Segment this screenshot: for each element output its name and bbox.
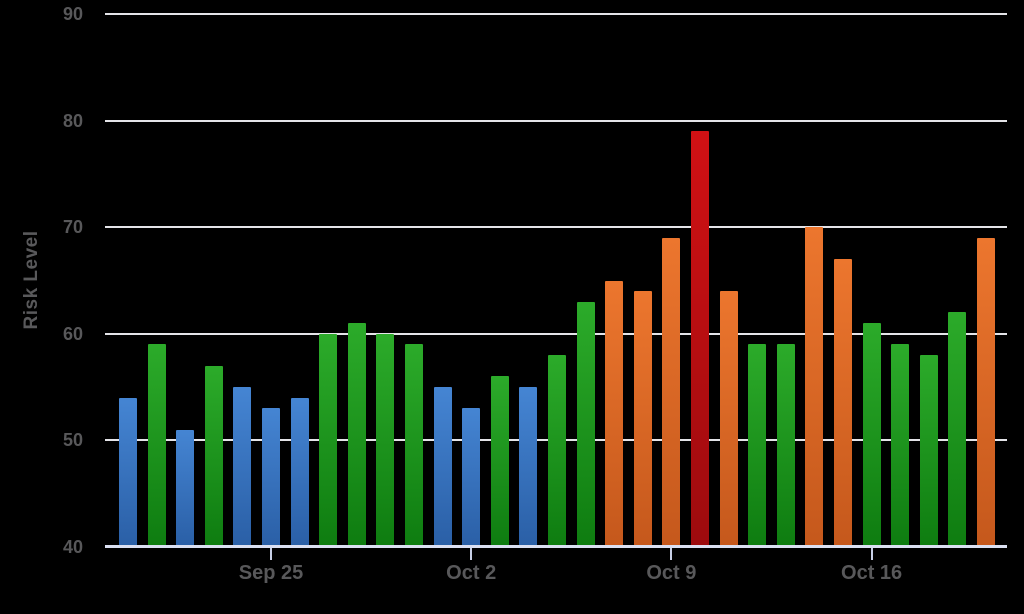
bar-oct-2	[462, 408, 481, 547]
x-axis-tick-oct-16	[870, 548, 873, 560]
x-axis-tick-label-oct-16: Oct 16	[841, 562, 903, 584]
bar-sep-26	[290, 397, 309, 547]
bar-oct-19	[948, 312, 967, 547]
bar-oct-13	[776, 344, 795, 547]
bar-sep-25	[262, 408, 280, 547]
x-axis-tick-oct-9	[670, 548, 673, 560]
y-axis-title: Risk Level	[21, 230, 42, 330]
bar-oct-20	[977, 237, 995, 547]
bar-oct-17	[891, 344, 910, 547]
bar-oct-3	[490, 376, 509, 547]
gridline-70	[105, 226, 1007, 229]
bar-oct-5	[548, 355, 566, 547]
bar-oct-8	[633, 291, 652, 547]
bar-oct-15	[834, 259, 852, 547]
bar-sep-20	[119, 397, 137, 547]
bar-sep-30	[405, 344, 423, 547]
bar-sep-21	[147, 344, 166, 547]
y-axis-tick-label-60: 60	[62, 323, 83, 344]
x-axis-tick-sep-25	[270, 548, 272, 560]
bar-sep-22	[176, 429, 195, 547]
bar-oct-10	[691, 131, 709, 547]
bar-oct-12	[748, 344, 767, 547]
x-axis-tick-label-oct-2: Oct 2	[446, 562, 497, 584]
bar-oct-14	[805, 227, 824, 547]
bar-sep-29	[376, 333, 395, 547]
x-axis-line	[105, 544, 1007, 548]
bar-oct-6	[576, 301, 595, 547]
y-axis-tick-label-40: 40	[62, 537, 83, 557]
bar-sep-23	[204, 365, 223, 547]
bar-oct-11	[719, 291, 738, 547]
y-axis-tick-label-50: 50	[62, 430, 83, 451]
bar-oct-7	[605, 280, 624, 547]
y-axis-tick-label-80: 80	[62, 110, 83, 131]
x-axis-tick-label-oct-9: Oct 9	[646, 562, 697, 584]
bar-sep-28	[347, 323, 366, 547]
gridline-90	[105, 13, 1007, 15]
bar-oct-4	[519, 387, 538, 547]
bar-oct-9	[662, 237, 681, 547]
x-axis-tick-label-sep-25: Sep 25	[238, 562, 304, 584]
gridline-80	[105, 119, 1007, 122]
bar-sep-24	[233, 387, 252, 547]
x-axis-tick-oct-2	[470, 548, 473, 560]
bar-oct-18	[919, 355, 938, 547]
bar-oct-1	[433, 387, 452, 547]
y-axis-tick-label-90: 90	[62, 4, 83, 24]
y-axis-tick-label-70: 70	[62, 217, 83, 238]
bar-sep-27	[319, 333, 338, 547]
bar-oct-16	[862, 323, 881, 547]
gridline-60	[105, 332, 1007, 335]
